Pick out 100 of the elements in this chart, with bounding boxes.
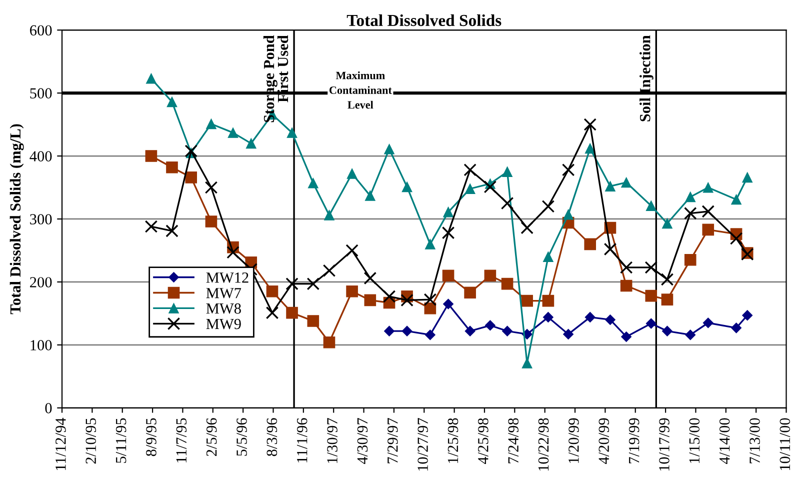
y-tick-label: 100 — [30, 340, 52, 350]
point — [604, 314, 616, 325]
x-tick-label: 8/9/95 — [146, 418, 156, 456]
legend-label: MW7 — [206, 288, 242, 298]
x-tick-label: 1/20/99 — [568, 418, 579, 463]
point — [166, 96, 178, 108]
point — [324, 210, 334, 220]
x-tick-label: 2/10/95 — [86, 418, 96, 464]
x-tick-label: 1/15/00 — [689, 418, 700, 463]
point — [464, 184, 476, 194]
point — [520, 221, 534, 234]
x-tick-label: 10/11/00 — [780, 418, 790, 470]
point — [443, 206, 454, 218]
point — [563, 209, 574, 220]
point — [702, 205, 715, 218]
x-tick-label: 8/3/96 — [266, 418, 278, 456]
chart-title: Total Dissolved Solids — [346, 14, 502, 26]
point — [266, 285, 278, 298]
x-tick-label: 5/5/96 — [236, 418, 247, 456]
point — [308, 178, 318, 188]
point — [646, 200, 656, 211]
point — [484, 180, 497, 194]
point — [346, 285, 358, 298]
point — [730, 232, 743, 245]
point — [584, 118, 596, 131]
point — [542, 312, 554, 322]
point — [563, 328, 574, 340]
point — [542, 200, 555, 213]
point — [144, 220, 158, 233]
point — [306, 277, 320, 290]
y-tick-label: 600 — [30, 25, 52, 36]
point — [521, 294, 533, 307]
point — [662, 326, 672, 336]
x-tick-label: 4/25/98 — [478, 418, 488, 464]
point — [322, 264, 336, 278]
point — [364, 272, 377, 285]
x-tick-label: 7/29/97 — [388, 418, 398, 464]
point — [731, 194, 742, 205]
point — [584, 238, 596, 250]
point — [731, 322, 742, 334]
point — [645, 290, 658, 302]
point — [400, 294, 414, 307]
point — [685, 192, 696, 202]
point — [382, 290, 396, 303]
point — [621, 331, 632, 342]
point — [562, 163, 575, 176]
point — [166, 224, 178, 238]
x-tick-label: 4/20/99 — [598, 418, 610, 464]
point — [323, 336, 336, 348]
point — [684, 206, 697, 220]
x-tick-label: 11/12/94 — [56, 418, 66, 470]
point — [166, 161, 178, 174]
x-tick-label: 11/7/95 — [176, 418, 187, 462]
point — [364, 294, 376, 306]
ref-line-label: Maximum Contaminant Level — [329, 71, 392, 109]
y-tick-label: 200 — [30, 277, 52, 288]
x-tick-label: 7/24/98 — [508, 418, 518, 464]
point — [307, 315, 320, 327]
point — [286, 277, 298, 290]
point — [661, 294, 674, 306]
x-tick-label: 1/25/98 — [448, 418, 458, 463]
point — [584, 312, 596, 322]
point — [742, 172, 753, 183]
point — [605, 181, 616, 192]
point — [502, 166, 512, 177]
point — [660, 273, 674, 286]
point — [346, 244, 358, 257]
point — [364, 190, 376, 201]
x-tick-label: 11/1/96 — [296, 418, 308, 462]
point — [662, 218, 672, 229]
point — [443, 298, 454, 310]
point — [246, 138, 256, 149]
point — [228, 128, 238, 138]
y-tick-label: 400 — [30, 151, 52, 162]
point — [464, 163, 476, 176]
point — [204, 181, 218, 194]
point — [584, 143, 596, 154]
point — [702, 182, 714, 193]
point — [424, 330, 436, 340]
point — [621, 177, 632, 188]
point — [424, 302, 436, 314]
point — [226, 246, 240, 259]
point — [424, 238, 436, 250]
point — [442, 270, 454, 282]
point — [484, 320, 496, 331]
point — [620, 280, 632, 292]
point — [346, 168, 358, 179]
legend-label: MW12 — [206, 272, 248, 283]
point — [286, 128, 298, 138]
point — [502, 326, 513, 336]
point — [442, 226, 455, 240]
point — [402, 182, 412, 192]
point — [702, 224, 714, 236]
point — [384, 144, 394, 154]
point — [542, 252, 554, 262]
x-tick-label: 5/11/95 — [116, 418, 126, 463]
point — [266, 306, 279, 320]
x-tick-label: 1/30/97 — [327, 418, 338, 463]
point — [604, 242, 617, 256]
point — [146, 73, 156, 84]
